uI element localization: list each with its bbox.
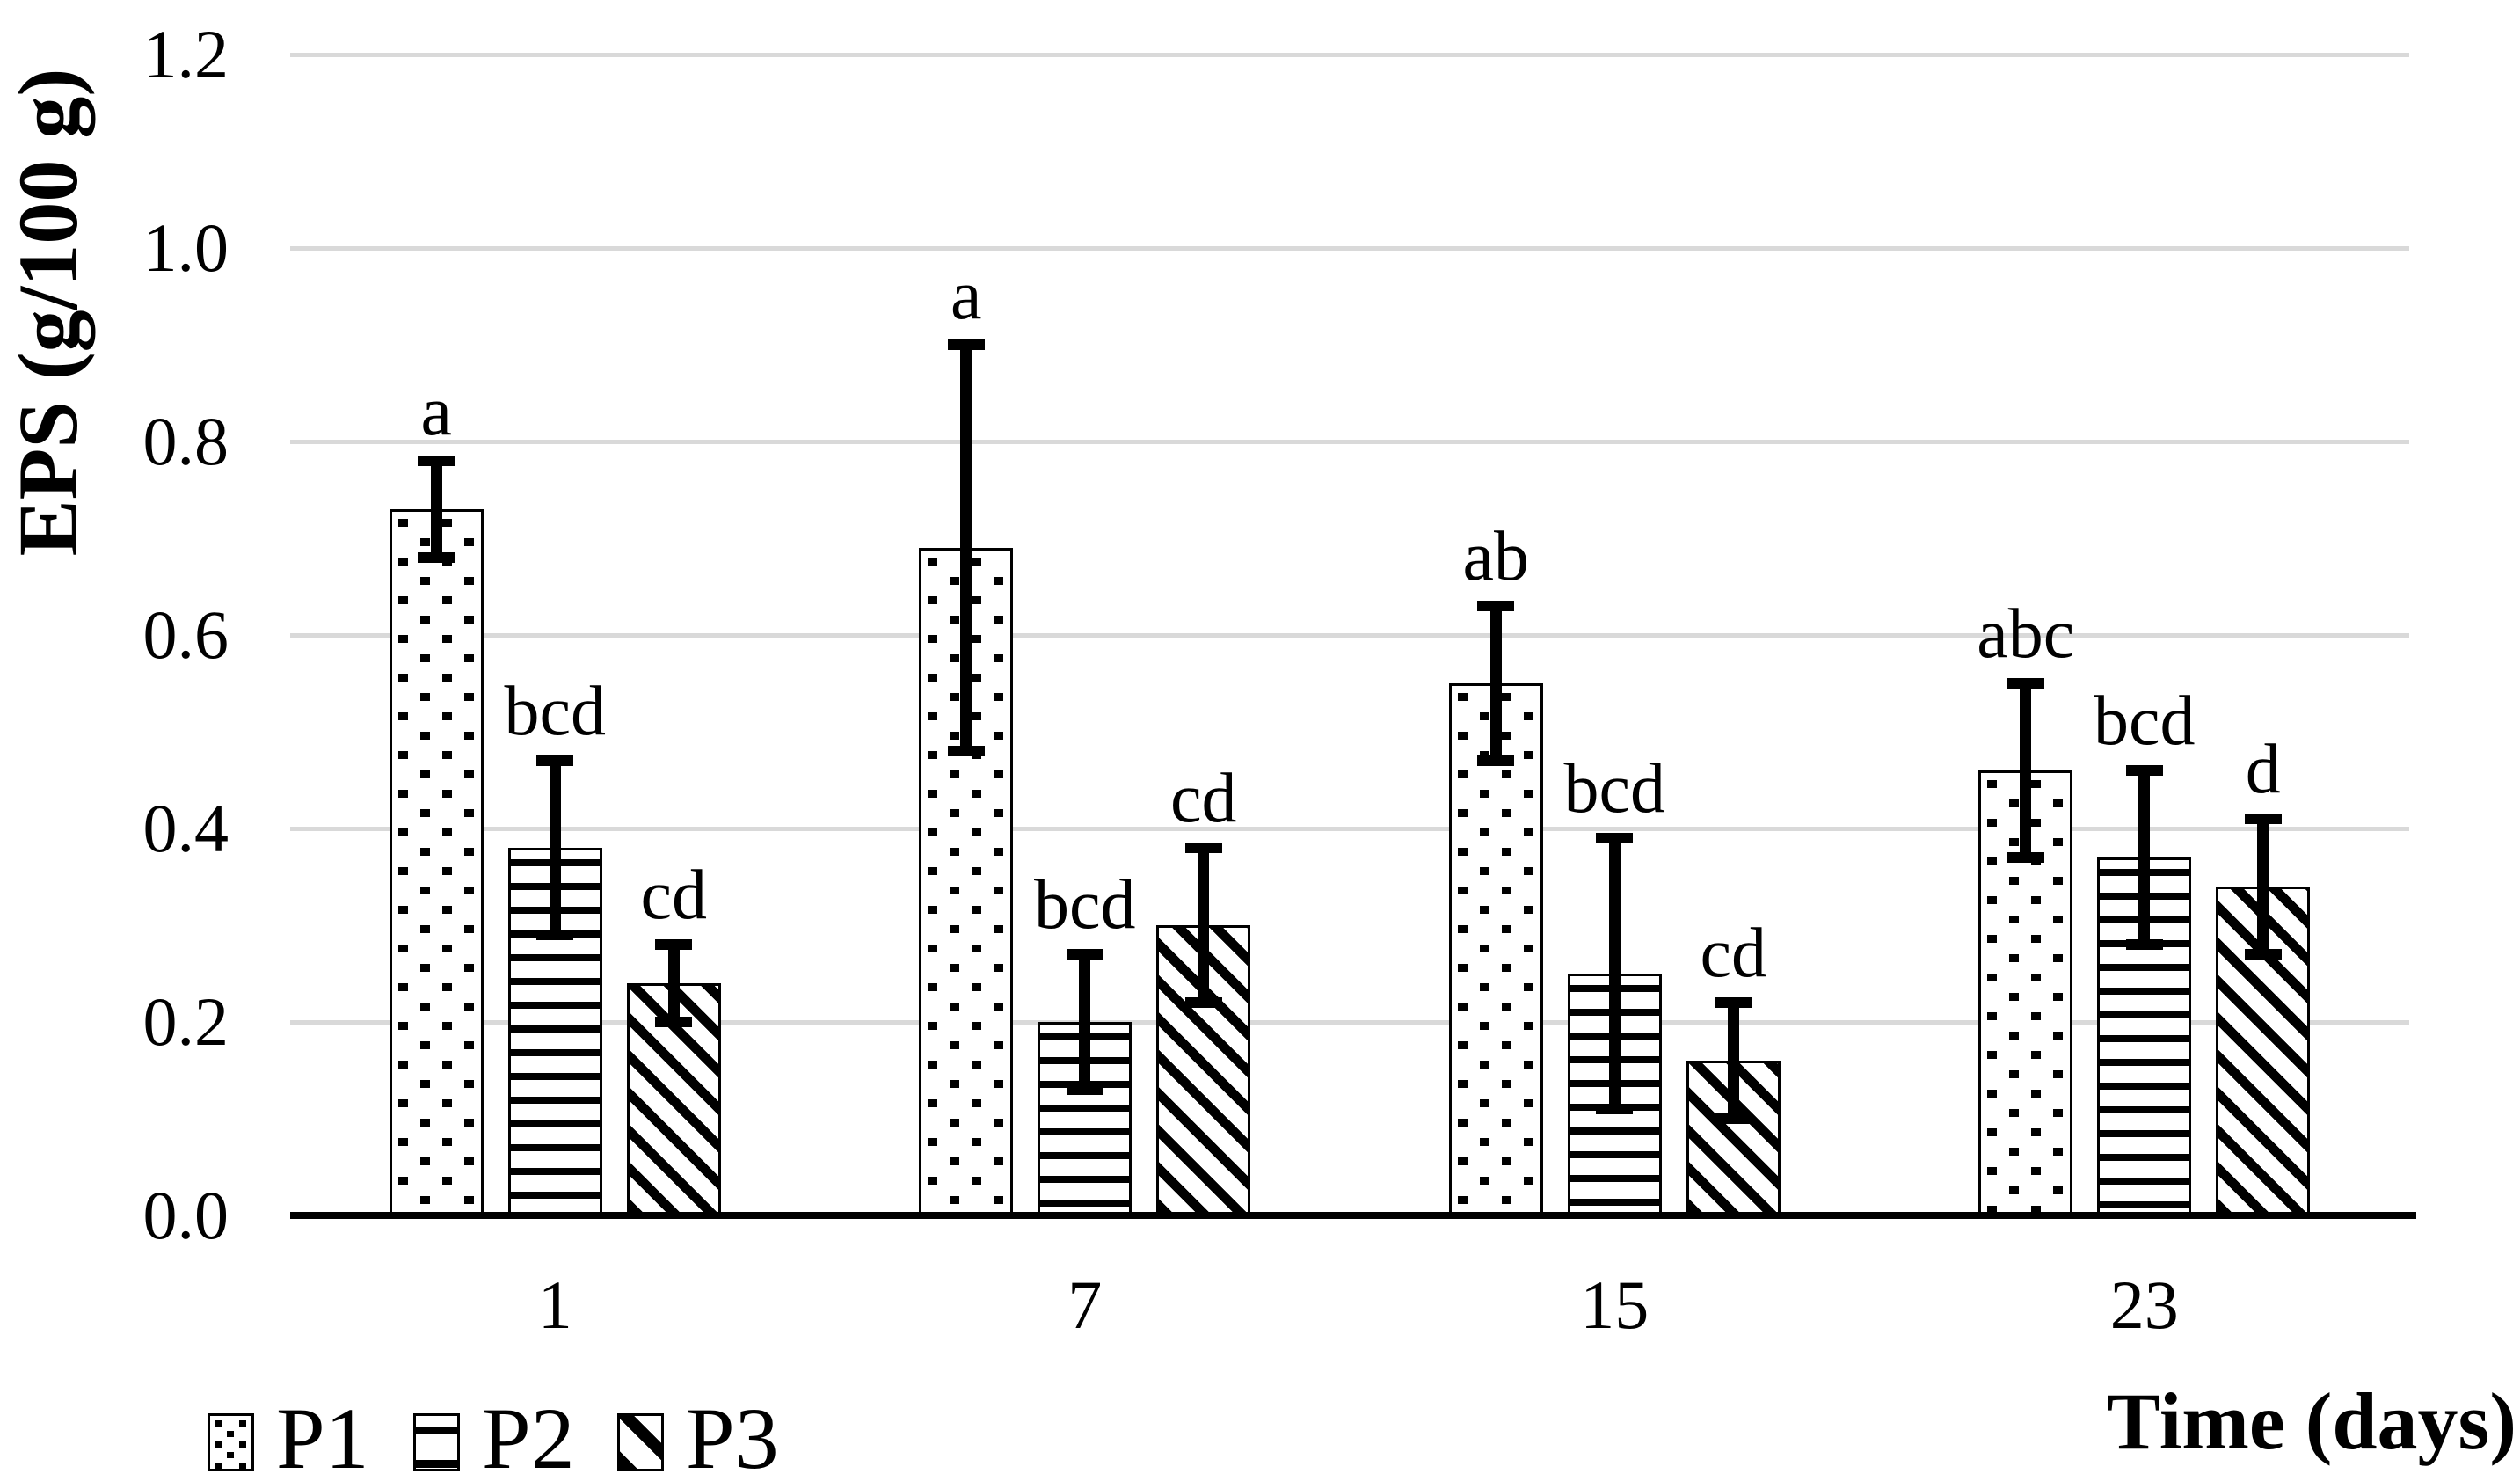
gridline xyxy=(290,827,2409,831)
bar-p1-day1 xyxy=(389,509,484,1215)
error-bar-cap-bottom xyxy=(2007,852,2044,863)
diagonal-stripes-swatch xyxy=(617,1413,664,1471)
error-bar-cap-top xyxy=(2244,814,2282,824)
gridline xyxy=(290,53,2409,57)
error-bar-cap-bottom xyxy=(655,1017,693,1027)
error-bar-stem xyxy=(1489,606,1502,761)
stat-letter: abc xyxy=(1977,595,2075,673)
error-bar-stem xyxy=(1079,954,1091,1090)
stat-letter: cd xyxy=(1169,760,1237,837)
gridline xyxy=(290,246,2409,251)
x-tick-label: 7 xyxy=(1067,1266,1103,1343)
x-tick-label: 1 xyxy=(537,1266,572,1343)
error-bar-stem xyxy=(2020,683,2032,857)
error-bar-stem xyxy=(2257,819,2269,954)
gridline xyxy=(290,633,2409,638)
y-tick-label: 1.0 xyxy=(142,209,229,286)
y-tick-label: 0.6 xyxy=(142,596,229,673)
error-bar-cap-bottom xyxy=(536,930,574,940)
error-bar-cap-top xyxy=(1184,843,1222,853)
error-bar-stem xyxy=(1727,1003,1739,1119)
horizontal-lines-swatch xyxy=(413,1413,460,1471)
y-axis-title: EPS (g/100 g) xyxy=(1,68,95,557)
y-tick-label: 0.4 xyxy=(142,790,229,866)
error-bar-stem xyxy=(960,345,972,751)
bar-p3-day23 xyxy=(2216,887,2311,1215)
dots-swatch xyxy=(208,1413,254,1471)
error-bar-cap-top xyxy=(1715,997,1752,1008)
error-bar-stem xyxy=(667,945,680,1022)
legend-label: P3 xyxy=(686,1390,779,1474)
error-bar-cap-bottom xyxy=(418,552,455,563)
stat-letter: bcd xyxy=(1033,866,1136,944)
error-bar-cap-bottom xyxy=(1477,755,1515,766)
error-bar-cap-top xyxy=(536,755,574,766)
y-tick-label: 0.0 xyxy=(142,1177,229,1253)
error-bar-cap-bottom xyxy=(2244,949,2282,960)
x-axis-title: Time (days) xyxy=(2107,1376,2516,1466)
stat-letter: d xyxy=(2245,731,2281,808)
stat-letter: cd xyxy=(640,857,708,934)
stat-letter: bcd xyxy=(2093,682,2196,760)
legend-label: P2 xyxy=(482,1390,575,1474)
error-bar-stem xyxy=(549,761,561,935)
stat-letter: ab xyxy=(1462,518,1530,595)
stat-letter: bcd xyxy=(504,673,607,750)
error-bar-stem xyxy=(1608,838,1621,1109)
error-bar-cap-top xyxy=(1596,833,1634,843)
error-bar-cap-bottom xyxy=(1596,1104,1634,1114)
gridline xyxy=(290,440,2409,444)
y-tick-label: 1.2 xyxy=(142,16,229,92)
stat-letter: cd xyxy=(1700,915,1767,992)
error-bar-cap-top xyxy=(655,939,693,950)
error-bar-cap-bottom xyxy=(1184,997,1222,1008)
y-tick-label: 0.2 xyxy=(142,983,229,1060)
error-bar-cap-bottom xyxy=(1066,1084,1103,1095)
error-bar-cap-top xyxy=(1066,949,1103,960)
error-bar-cap-top xyxy=(1477,601,1515,611)
error-bar-cap-top xyxy=(418,456,455,466)
error-bar-cap-top xyxy=(2125,765,2163,776)
x-tick-label: 23 xyxy=(2109,1266,2179,1343)
error-bar-stem xyxy=(2138,770,2151,945)
error-bar-cap-bottom xyxy=(1715,1113,1752,1124)
error-bar-cap-top xyxy=(2007,678,2044,689)
error-bar-stem xyxy=(430,461,442,558)
gridline xyxy=(290,1020,2409,1025)
legend-label: P1 xyxy=(276,1390,369,1474)
stat-letter: a xyxy=(950,257,982,334)
y-tick-label: 0.8 xyxy=(142,403,229,479)
error-bar-stem xyxy=(1198,848,1210,1003)
error-bar-cap-bottom xyxy=(2125,939,2163,950)
bar-p1-day15 xyxy=(1448,683,1543,1215)
x-tick-label: 15 xyxy=(1580,1266,1650,1343)
x-axis-line xyxy=(290,1212,2416,1219)
stat-letter: a xyxy=(420,373,453,450)
error-bar-cap-top xyxy=(947,339,985,350)
bar-p1-day7 xyxy=(919,548,1014,1215)
stat-letter: bcd xyxy=(1563,750,1666,828)
error-bar-cap-bottom xyxy=(947,746,985,756)
